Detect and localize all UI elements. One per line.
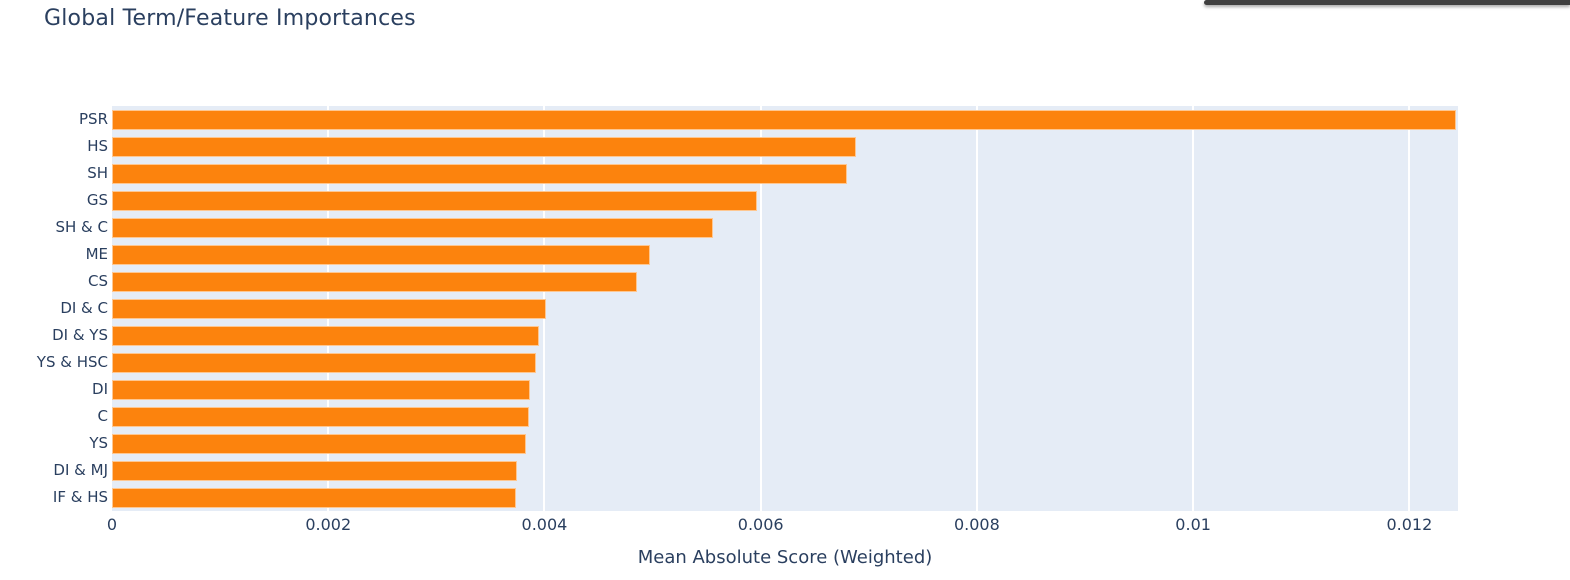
window-edge-strip xyxy=(1204,0,1570,5)
bar-sh-c[interactable] xyxy=(112,217,714,238)
y-tick-label: DI & YS xyxy=(52,326,108,344)
bar-ys[interactable] xyxy=(112,433,527,454)
bar-sh[interactable] xyxy=(112,163,848,184)
gridline xyxy=(975,106,978,511)
y-tick-label: IF & HS xyxy=(52,488,108,506)
bar-hs[interactable] xyxy=(112,136,856,157)
x-tick-label: 0.004 xyxy=(521,515,568,534)
bar-me[interactable] xyxy=(112,244,651,265)
y-tick-label: C xyxy=(97,407,108,425)
y-tick-label: YS & HSC xyxy=(36,353,108,371)
bar-cs[interactable] xyxy=(112,271,638,292)
plot-area[interactable] xyxy=(112,106,1458,511)
gridline xyxy=(759,106,762,511)
x-tick-label: 0.008 xyxy=(953,515,1000,534)
bar-gs[interactable] xyxy=(112,190,758,211)
x-tick-label: 0.01 xyxy=(1175,515,1211,534)
bar-psr[interactable] xyxy=(112,109,1456,130)
bar-di-ys[interactable] xyxy=(112,325,540,346)
bar-ys-hsc[interactable] xyxy=(112,352,536,373)
x-tick-label: 0 xyxy=(106,515,118,534)
x-axis-ticks: 0 0.002 0.004 0.006 0.008 0.01 0.012 xyxy=(0,515,1570,537)
y-tick-label: HS xyxy=(87,137,108,155)
y-tick-label: YS xyxy=(89,434,108,452)
y-tick-label: SH & C xyxy=(55,218,108,236)
chart-title: Global Term/Feature Importances xyxy=(44,6,416,31)
bar-if-hs[interactable] xyxy=(112,487,517,508)
bar-di[interactable] xyxy=(112,379,531,400)
bar-di-mj[interactable] xyxy=(112,460,518,481)
x-tick-label: 0.006 xyxy=(737,515,784,534)
y-tick-label: DI & MJ xyxy=(53,461,108,479)
y-tick-label: GS xyxy=(86,191,108,209)
x-tick-label: 0.002 xyxy=(305,515,352,534)
y-tick-label: DI xyxy=(92,380,108,398)
bar-c[interactable] xyxy=(112,406,530,427)
y-tick-label: SH xyxy=(87,164,108,182)
x-axis-title: Mean Absolute Score (Weighted) xyxy=(637,547,933,568)
y-tick-label: DI & C xyxy=(60,299,108,317)
y-tick-label: CS xyxy=(88,272,108,290)
bar-di-c[interactable] xyxy=(112,298,546,319)
x-tick-label: 0.012 xyxy=(1386,515,1433,534)
gridline xyxy=(1408,106,1411,511)
y-axis-labels: PSR HS SH GS SH & C ME CS DI & C DI & YS YS & HSC… xyxy=(0,106,108,511)
y-tick-label: ME xyxy=(85,245,108,263)
gridline xyxy=(1192,106,1195,511)
y-tick-label: PSR xyxy=(79,110,108,128)
